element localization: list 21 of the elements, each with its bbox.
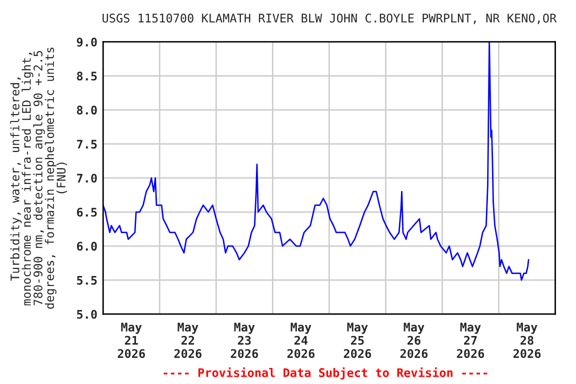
y-tick-label: 5.0 [77, 310, 97, 319]
x-tick-label: May 21 2026 [118, 322, 145, 358]
x-tick-label: May 28 2026 [513, 322, 541, 358]
text: ---- Provisional Data Subject to Revision ---- [164, 367, 488, 380]
x-tick-label: May 26 2026 [400, 322, 428, 358]
y-tick-label: 7.5 [77, 140, 97, 149]
x-tick-label: May 25 2026 [344, 322, 372, 358]
x-tick-label: May 24 2026 [287, 322, 314, 358]
y-tick-label: 6.0 [76, 242, 97, 251]
y-tick-label: 8.0 [76, 106, 97, 115]
line-series [103, 42, 530, 281]
x-tick-label: May 27 2026 [456, 322, 484, 358]
x-tick-label: May 23 2026 [230, 322, 258, 358]
y-tick-label: 7.0 [77, 174, 97, 183]
chart-title: USGS 11510700 KLAMATH RIVER BLW JOHN C.BOYLE PWRPLNT, NR KENO,OR [102, 14, 557, 24]
y-axis-title: Turbidity, water, unfiltered, monochrome near infra-red LED light, 780-900 nm, detection angle 90 +-2.5 degrees, formazin nephelometric units (FNU) [10, 48, 67, 309]
y-tick-label: 6.5 [76, 208, 97, 217]
x-tick-label: May 22 2026 [174, 322, 202, 358]
y-tick-label: 5.5 [77, 276, 97, 285]
y-tick-label: 8.5 [76, 72, 97, 81]
y-tick-label: 9.0 [76, 38, 97, 47]
